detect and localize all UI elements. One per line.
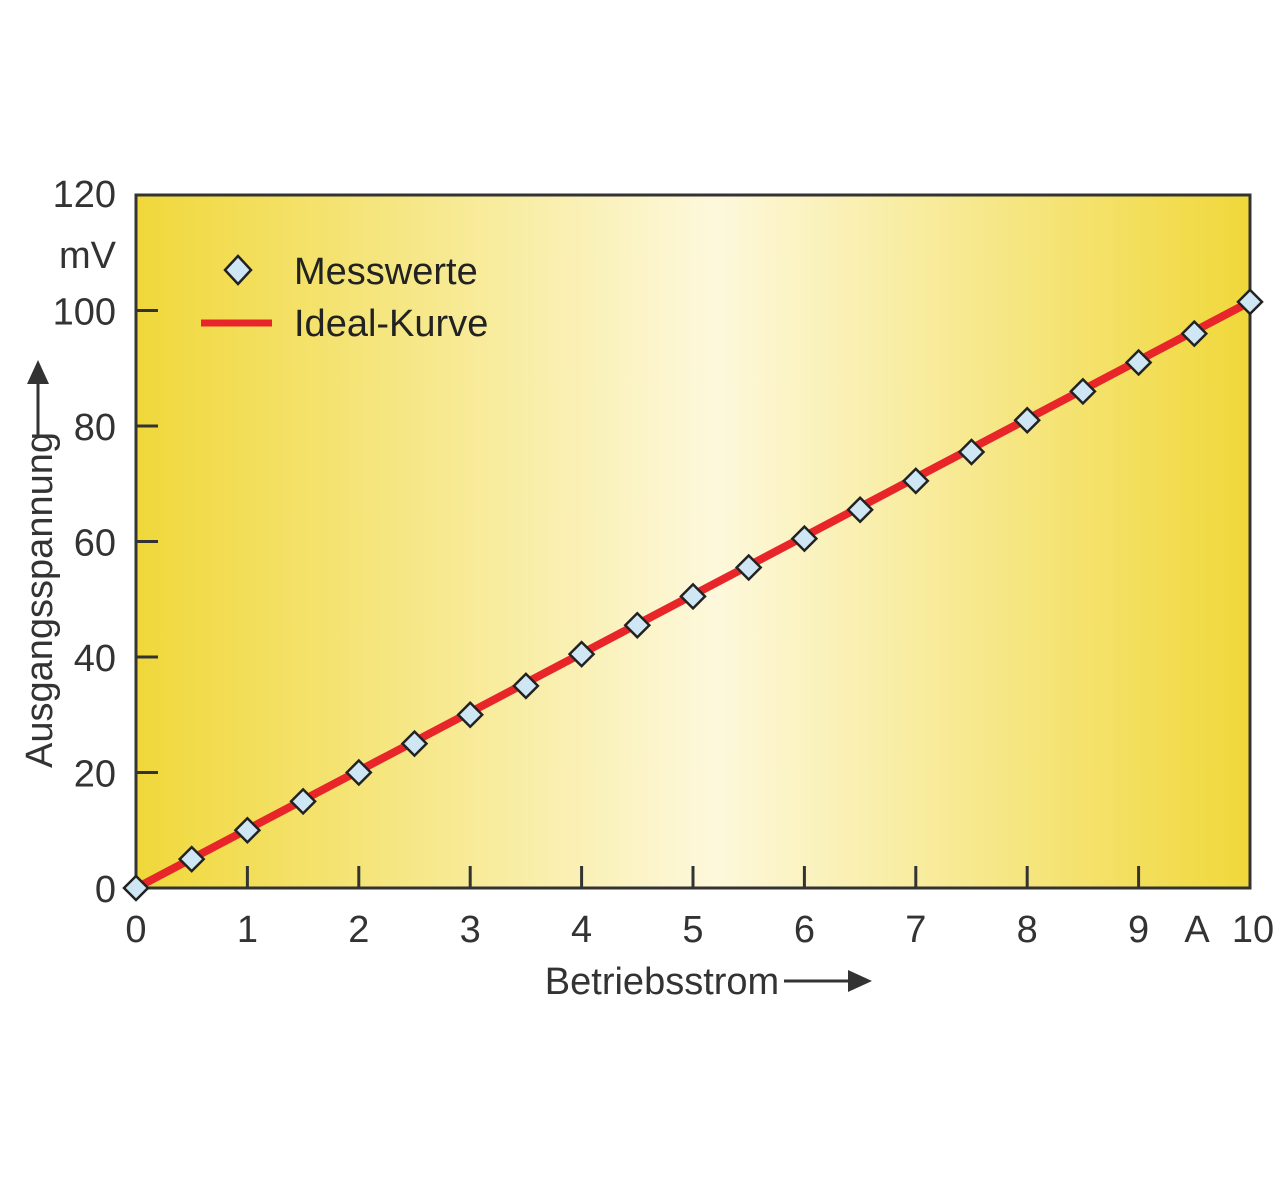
x-tick-label: 4 (571, 909, 592, 951)
legend-entry-ideal-kurve: Ideal-Kurve (201, 303, 488, 345)
messwert-point (567, 640, 596, 668)
legend-entry-messwerte: Messwerte (223, 251, 478, 293)
x-tick-label: 10 (1232, 909, 1274, 951)
messwert-point (734, 553, 763, 582)
plot-area (134, 193, 1252, 890)
y-tick-label: 120 (53, 174, 116, 216)
messwert-point (345, 758, 373, 787)
series-layer (122, 288, 1264, 902)
y-axis-ticks: 0 20 40 60 80 100 120 (53, 174, 158, 911)
x-axis-ticks: 0 1 2 3 4 5 6 7 8 9 10 (125, 866, 1274, 951)
y-tick-label: 100 (53, 292, 116, 334)
messwert-point (790, 524, 819, 553)
x-tick-label: 3 (460, 909, 481, 951)
x-tick-label: 8 (1017, 909, 1038, 951)
x-unit-label: A (1184, 909, 1210, 951)
messwert-point (512, 672, 540, 700)
x-tick-label: 0 (125, 909, 146, 951)
messwert-point (289, 787, 317, 816)
messwert-point (1013, 406, 1041, 434)
messwert-point (233, 816, 262, 845)
y-tick-label: 80 (74, 407, 116, 449)
messwert-point (177, 845, 206, 873)
messwert-point (623, 611, 652, 640)
x-tick-label: 1 (237, 909, 258, 951)
messwert-point (1236, 288, 1264, 316)
y-tick-label: 60 (74, 523, 116, 565)
messwert-point (902, 467, 930, 495)
y-tick-label: 40 (74, 638, 116, 680)
messwert-point (846, 495, 874, 524)
y-axis-arrow-icon (27, 360, 49, 436)
messwert-point (1069, 377, 1097, 406)
y-tick-label: 0 (95, 869, 116, 911)
x-tick-label: 9 (1128, 909, 1149, 951)
messwert-point (957, 438, 986, 466)
messwert-point (122, 874, 150, 902)
x-tick-label: 7 (905, 909, 926, 951)
messwert-point (1124, 348, 1153, 377)
messwert-point (456, 700, 484, 729)
y-unit-label: mV (59, 235, 117, 277)
legend-diamond-marker-icon (223, 254, 253, 286)
x-tick-label: 2 (348, 909, 369, 951)
y-tick-label: 20 (74, 754, 116, 796)
messwert-point (679, 582, 707, 611)
legend-label-messwerte: Messwerte (294, 251, 478, 293)
messwert-point (400, 729, 429, 758)
legend: Messwerte Ideal-Kurve (201, 251, 488, 345)
x-axis-title: Betriebsstrom (545, 961, 779, 1003)
messwert-point (1180, 319, 1209, 348)
y-axis-title: Ausgangsspannung (19, 432, 61, 768)
x-axis-arrow-icon (784, 970, 872, 992)
legend-label-ideal-kurve: Ideal-Kurve (294, 303, 488, 345)
x-tick-label: 6 (794, 909, 815, 951)
x-tick-label: 5 (682, 909, 703, 951)
